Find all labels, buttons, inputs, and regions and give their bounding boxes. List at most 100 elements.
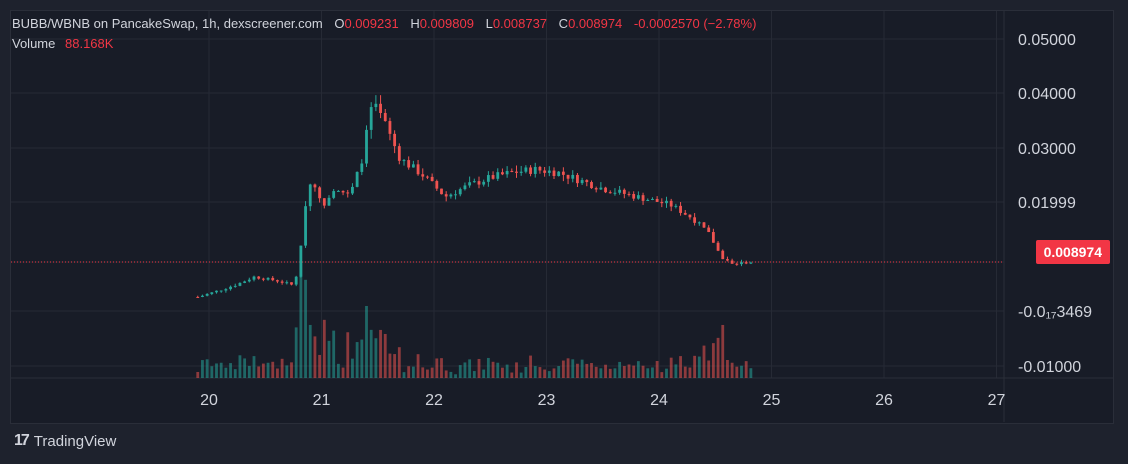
candle-body <box>679 205 682 213</box>
candle-body <box>219 290 223 292</box>
y-tick-label: -0.01000 <box>1018 359 1081 376</box>
volume-bar <box>519 372 523 378</box>
change-value: -0.0002570 (−2.78%) <box>633 16 757 31</box>
volume-bar <box>730 362 734 378</box>
volume-bar <box>557 366 561 378</box>
candle-body <box>266 277 270 280</box>
volume-bar <box>566 358 570 378</box>
volume-bar <box>529 355 532 378</box>
candle-body <box>496 172 500 179</box>
volume-bar <box>636 361 640 378</box>
candle-body <box>543 170 547 173</box>
candle-body <box>365 129 368 164</box>
candle-body <box>529 167 532 174</box>
candle-body <box>726 259 729 261</box>
candle-body <box>201 295 204 297</box>
x-tick-label: 27 <box>988 392 1006 409</box>
volume-bar <box>379 329 382 378</box>
volume-bar <box>627 364 631 378</box>
candle-body <box>477 181 481 185</box>
candle-body <box>276 280 279 282</box>
candle-body <box>440 188 443 195</box>
volume-bar <box>726 359 729 378</box>
candle-body <box>557 171 561 176</box>
volume-bar <box>444 370 448 378</box>
candle-body <box>744 262 748 264</box>
candle-body <box>655 198 659 202</box>
current-price-tag: 0.008974 <box>1035 240 1110 264</box>
candle-body <box>632 194 636 199</box>
candle-body <box>322 198 326 206</box>
volume-bar <box>468 359 472 378</box>
candle-body <box>421 174 425 177</box>
candle-body <box>519 171 523 173</box>
candle-body <box>599 187 603 190</box>
volume-bar <box>257 366 261 378</box>
legend: BUBB/WBNB on PancakeSwap, 1h, dexscreene… <box>12 14 756 54</box>
volume-bar <box>327 340 331 378</box>
low-label: L <box>485 16 493 31</box>
volume-bar <box>571 359 575 378</box>
candle-body <box>674 205 678 207</box>
candle-body <box>505 170 509 175</box>
candle-body <box>735 263 739 265</box>
volume-bar <box>304 279 307 378</box>
volume-bar <box>332 330 336 378</box>
volume-bar <box>505 364 509 378</box>
x-tick-label: 20 <box>200 392 218 409</box>
tradingview-logo-icon: 17 <box>14 432 30 449</box>
chart-frame[interactable] <box>10 10 1114 424</box>
candle-body <box>552 170 556 176</box>
volume-bar <box>735 366 739 378</box>
volume-bar <box>632 365 636 378</box>
candle-body <box>697 222 701 224</box>
volume-bar <box>533 366 537 378</box>
candle-body <box>449 194 453 197</box>
candle-body <box>683 212 687 215</box>
volume-bar <box>355 342 359 378</box>
volume-bar <box>594 366 598 378</box>
tradingview-brand[interactable]: 17 TradingView <box>14 432 116 450</box>
candle-body <box>510 170 514 172</box>
candle-body <box>444 194 448 197</box>
volume-bar <box>449 371 453 378</box>
candle-body <box>618 189 622 193</box>
candle-body <box>576 174 579 184</box>
candle-body <box>547 170 551 173</box>
volume-bar <box>679 356 682 378</box>
candle-body <box>707 227 711 233</box>
volume-bar <box>477 358 481 378</box>
volume-bar <box>501 367 504 378</box>
open-value: 0.009231 <box>344 16 399 31</box>
volume-bar <box>215 363 218 378</box>
candle-body <box>594 188 598 190</box>
candle-body <box>472 181 476 183</box>
volume-bar <box>290 362 293 378</box>
candle-body <box>669 200 673 207</box>
candle-body <box>613 192 617 194</box>
candle-body <box>501 172 504 175</box>
volume-bar <box>744 361 748 378</box>
candle-body <box>205 293 209 296</box>
close-label: C <box>558 16 569 31</box>
volume-bar <box>716 337 720 378</box>
candle-body <box>608 192 612 194</box>
candle-body <box>721 250 725 260</box>
candle-body <box>393 133 397 147</box>
volume-bar <box>604 364 607 378</box>
candle-body <box>730 260 734 264</box>
candle-body <box>318 187 322 199</box>
candle-body <box>458 189 462 195</box>
candle-body <box>524 167 528 172</box>
volume-bar <box>247 365 251 378</box>
candle-body <box>426 176 429 178</box>
candle-body <box>247 279 251 282</box>
candle-body <box>411 164 415 168</box>
volume-bar <box>702 345 706 378</box>
candle-body <box>369 107 373 130</box>
candle-body <box>463 185 467 190</box>
volume-bar <box>201 360 204 378</box>
candle-body <box>711 232 715 243</box>
candle-body <box>580 180 584 184</box>
